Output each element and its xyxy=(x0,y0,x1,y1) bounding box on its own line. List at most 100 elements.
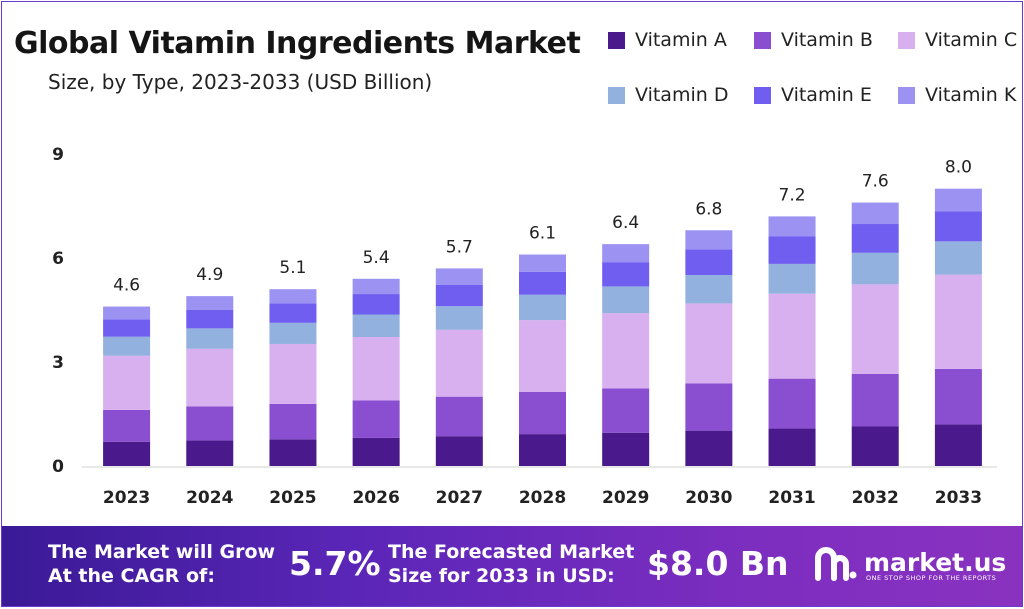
bar-segment-vitamin-a xyxy=(519,434,566,466)
bar-segment-vitamin-a xyxy=(602,432,650,466)
x-tick-label: 2025 xyxy=(269,488,316,508)
forecast-value: $8.0 Bn xyxy=(647,544,789,583)
data-label: 7.2 xyxy=(779,185,806,205)
bar-segment-vitamin-e xyxy=(602,262,650,287)
bar-segment-vitamin-a xyxy=(851,426,899,466)
x-tick-label: 2026 xyxy=(352,488,399,508)
data-label: 4.9 xyxy=(196,265,223,285)
bar-segment-vitamin-d xyxy=(851,252,899,285)
bar-segment-vitamin-k xyxy=(103,306,151,320)
bar-segment-vitamin-k xyxy=(768,216,816,237)
data-label: 5.4 xyxy=(363,248,390,268)
bar-segment-vitamin-b xyxy=(602,388,650,433)
bar-segment-vitamin-a xyxy=(768,428,816,466)
legend-item-vitamin-c: Vitamin C xyxy=(898,28,1017,52)
bar-segment-vitamin-e xyxy=(768,236,816,264)
bar-segment-vitamin-d xyxy=(186,328,234,349)
legend-label: Vitamin C xyxy=(925,29,1018,51)
y-tick-label: 9 xyxy=(52,145,64,165)
cagr-label-line1: The Market will Grow xyxy=(48,541,276,563)
bar-segment-vitamin-d xyxy=(103,336,151,356)
bar-segment-vitamin-e xyxy=(435,284,483,307)
bar-segment-vitamin-e xyxy=(934,211,982,242)
logo-tagline: ONE STOP SHOP FOR THE REPORTS xyxy=(866,574,997,582)
bar-segment-vitamin-c xyxy=(186,348,234,407)
legend-label: Vitamin A xyxy=(635,29,727,51)
footer-banner: The Market will Grow At the CAGR of: 5.7… xyxy=(2,526,1022,606)
x-tick-label: 2032 xyxy=(852,488,899,508)
bar-segment-vitamin-a xyxy=(435,436,483,466)
bar-segment-vitamin-b xyxy=(186,406,234,441)
legend-label: Vitamin B xyxy=(781,29,873,51)
market-us-logo: market.us ONE STOP SHOP FOR THE REPORTS xyxy=(814,544,1006,582)
bar-segment-vitamin-a xyxy=(186,440,234,466)
x-tick-label: 2027 xyxy=(436,488,483,508)
bar-segment-vitamin-e xyxy=(186,310,234,329)
bar-segment-vitamin-b xyxy=(851,373,899,427)
bar-segment-vitamin-c xyxy=(934,274,982,369)
cagr-label: The Market will Grow At the CAGR of: xyxy=(48,540,275,588)
legend-label: Vitamin D xyxy=(635,84,729,106)
bar-segment-vitamin-e xyxy=(685,249,733,275)
legend-item-vitamin-e: Vitamin E xyxy=(754,83,872,107)
bar-segment-vitamin-e xyxy=(269,303,317,323)
bar-segment-vitamin-k xyxy=(851,202,899,225)
data-label: 6.4 xyxy=(612,213,639,233)
bar-segment-vitamin-b xyxy=(685,383,733,431)
legend-swatch xyxy=(608,86,625,104)
x-tick-label: 2024 xyxy=(186,488,233,508)
bar-segment-vitamin-b xyxy=(352,400,400,438)
bar-segment-vitamin-k xyxy=(352,278,400,295)
logo-text: market.us xyxy=(864,548,1007,577)
x-tick-label: 2023 xyxy=(103,488,150,508)
bar-segment-vitamin-c xyxy=(519,320,566,392)
legend-swatch xyxy=(898,86,915,104)
legend-swatch xyxy=(898,31,915,49)
data-label: 7.6 xyxy=(862,172,889,192)
x-tick-label: 2030 xyxy=(685,488,732,508)
legend-swatch xyxy=(754,86,771,104)
chart-subtitle: Size, by Type, 2023-2033 (USD Billion) xyxy=(48,70,433,94)
bar-segment-vitamin-d xyxy=(685,274,733,304)
bar-segment-vitamin-a xyxy=(269,439,317,466)
bar-segment-vitamin-c xyxy=(103,355,151,410)
bar-segment-vitamin-e xyxy=(352,294,400,315)
bar-segment-vitamin-c xyxy=(685,303,733,384)
bar-segment-vitamin-b xyxy=(435,396,483,437)
bar-segment-vitamin-a xyxy=(352,437,400,466)
bar-segment-vitamin-a xyxy=(103,441,151,466)
y-tick-label: 3 xyxy=(52,353,64,373)
legend-swatch xyxy=(754,31,771,49)
y-tick-label: 6 xyxy=(52,249,64,269)
forecast-label-line1: The Forecasted Market xyxy=(388,541,635,563)
bar-segment-vitamin-e xyxy=(519,271,566,295)
bar-segment-vitamin-k xyxy=(435,268,483,285)
x-tick-label: 2031 xyxy=(768,488,815,508)
bar-segment-vitamin-b xyxy=(103,409,151,442)
bar-segment-vitamin-d xyxy=(934,241,982,275)
bar-segment-vitamin-d xyxy=(602,286,650,314)
x-tick-label: 2028 xyxy=(519,488,566,508)
bar-segment-vitamin-d xyxy=(435,306,483,330)
bar-segment-vitamin-d xyxy=(352,314,400,338)
bar-segment-vitamin-d xyxy=(269,322,317,344)
legend-item-vitamin-b: Vitamin B xyxy=(754,28,873,52)
x-tick-label: 2033 xyxy=(935,488,982,508)
bar-segment-vitamin-k xyxy=(269,289,317,304)
forecast-label-line2: Size for 2033 in USD: xyxy=(388,565,615,587)
bar-segment-vitamin-c xyxy=(768,293,816,379)
legend-item-vitamin-k: Vitamin K xyxy=(898,83,1016,107)
bar-segment-vitamin-a xyxy=(934,424,982,466)
bar-segment-vitamin-k xyxy=(685,230,733,250)
bar-segment-vitamin-b xyxy=(519,391,566,435)
bar-segment-vitamin-c xyxy=(269,343,317,404)
legend-item-vitamin-a: Vitamin A xyxy=(608,28,727,52)
bar-segment-vitamin-d xyxy=(519,294,566,321)
bar-segment-vitamin-c xyxy=(602,313,650,389)
data-label: 4.6 xyxy=(113,276,140,296)
bar-segment-vitamin-k xyxy=(186,296,234,310)
bar-segment-vitamin-k xyxy=(602,244,650,263)
logo-mark-icon xyxy=(815,547,857,581)
data-label: 5.1 xyxy=(279,258,306,278)
